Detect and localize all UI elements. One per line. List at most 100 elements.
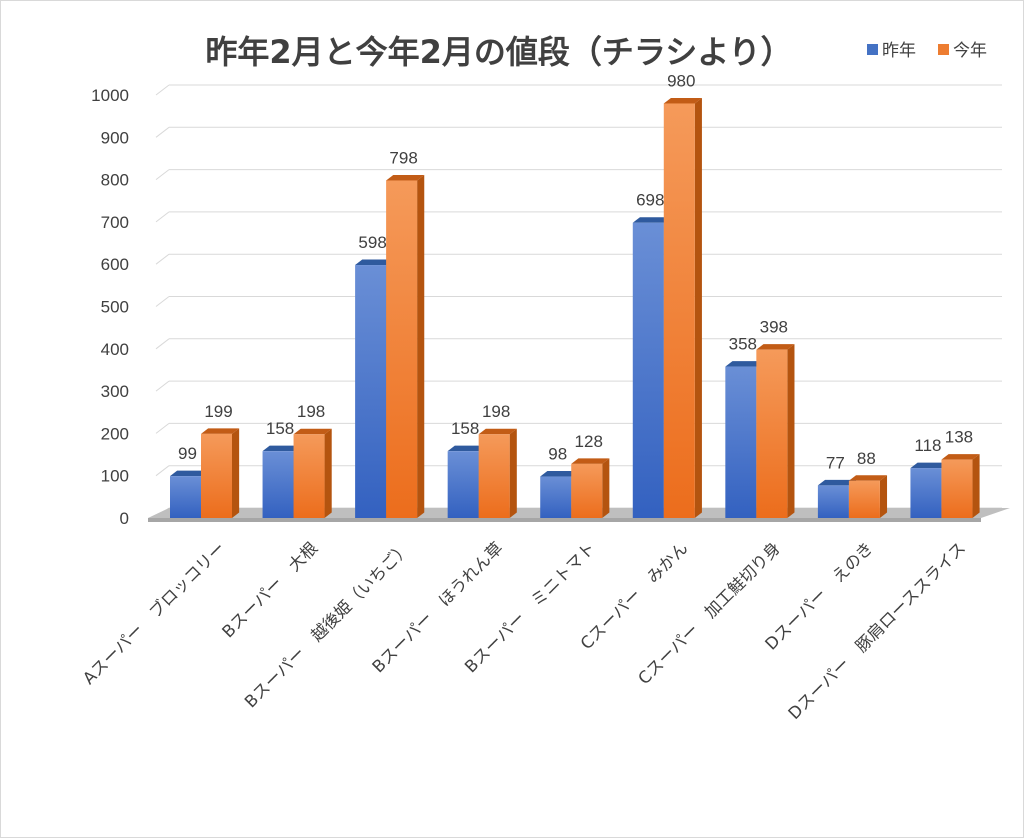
gridline-diag	[155, 253, 170, 265]
data-label: 77	[826, 453, 845, 472]
category-label: Bスーパー 越後姫（いちご）	[241, 538, 414, 711]
y-tick-label: 300	[101, 382, 129, 401]
bar-top	[571, 458, 610, 464]
bar-side	[324, 428, 332, 518]
gridline-diag	[155, 423, 170, 434]
bar-top	[756, 344, 795, 350]
bar-side	[232, 428, 240, 518]
bar-side	[879, 475, 888, 518]
y-tick-label: 500	[101, 298, 129, 317]
bar-front	[478, 434, 510, 518]
bar-top	[355, 259, 394, 266]
data-label: 158	[266, 419, 294, 438]
bar-front	[817, 485, 849, 518]
y-axis-tick-labels: 0 100 200 300 400 500 600 700 800 900 1000	[91, 86, 129, 528]
bar-side	[787, 344, 795, 518]
bar-front	[170, 476, 201, 518]
bar-top	[725, 361, 764, 367]
bar-front	[201, 433, 232, 518]
data-label: 798	[389, 148, 417, 167]
gridline-diag	[155, 84, 170, 96]
data-label: 118	[914, 436, 941, 455]
bar-side	[694, 97, 702, 519]
data-label: 128	[575, 432, 603, 451]
bar-1-0	[201, 428, 240, 518]
legend-label: 今年	[953, 41, 987, 61]
data-label: 98	[548, 445, 567, 464]
bar-1-5	[663, 97, 702, 519]
bar-front	[262, 451, 294, 518]
bar-front	[910, 468, 942, 518]
bar-top	[848, 475, 888, 481]
bar-1-7	[848, 475, 888, 518]
bar-top	[447, 445, 486, 452]
bar-front	[941, 459, 973, 518]
gridline-diag	[155, 380, 170, 392]
bar-top	[941, 454, 980, 460]
bar-top	[170, 470, 209, 477]
bar-top	[910, 462, 949, 469]
bar-top	[663, 97, 702, 104]
y-tick-label: 800	[101, 171, 129, 190]
gridline-diag	[155, 296, 170, 307]
bar-front	[756, 349, 788, 518]
bar-front	[848, 480, 880, 518]
data-label: 598	[358, 233, 386, 252]
legend-swatch	[938, 44, 949, 55]
data-label: 198	[297, 402, 325, 421]
legend-swatch	[867, 44, 878, 55]
bar-top	[386, 174, 425, 181]
data-label: 88	[857, 449, 876, 468]
bar-front	[725, 366, 757, 518]
bar-front	[571, 463, 603, 518]
data-label: 398	[760, 318, 788, 337]
bar-front	[293, 434, 325, 518]
bar-top	[293, 428, 332, 435]
bar-front	[386, 180, 418, 519]
bar-front	[540, 476, 572, 518]
data-labels: 9919915819859879815819898128698980358398…	[178, 71, 973, 472]
bar-top	[478, 428, 517, 435]
bar-1-1	[293, 428, 332, 518]
bar-top	[632, 217, 671, 223]
data-label: 138	[945, 428, 973, 447]
y-tick-label: 0	[120, 509, 129, 528]
gridline-diag	[155, 211, 170, 223]
legend-item: 昨年	[867, 41, 916, 61]
bars	[170, 97, 980, 519]
gridline-diag	[155, 465, 170, 477]
data-label: 358	[729, 335, 757, 354]
bar-front	[632, 222, 664, 518]
data-label: 158	[451, 419, 479, 438]
gridline-diag	[155, 169, 170, 180]
bar-1-8	[941, 454, 980, 518]
bar-1-4	[571, 458, 610, 518]
y-tick-label: 1000	[91, 86, 129, 105]
legend: 昨年 今年	[867, 41, 987, 61]
bar-side	[602, 458, 610, 518]
bar-1-2	[386, 174, 425, 519]
gridlines	[155, 84, 1002, 519]
category-label: Aスーパー ブロッコリー	[78, 538, 228, 688]
data-label: 99	[178, 444, 197, 463]
bar-top	[540, 471, 579, 477]
y-tick-label: 400	[101, 340, 129, 359]
bar-1-3	[478, 428, 517, 518]
y-tick-label: 100	[101, 467, 129, 486]
bar-side	[417, 174, 425, 519]
bar-front	[663, 103, 695, 519]
legend-item: 今年	[938, 41, 987, 61]
y-tick-label: 200	[101, 424, 129, 443]
bar-top	[817, 479, 857, 486]
bar-side	[972, 454, 980, 518]
gridline-diag	[155, 126, 170, 138]
y-tick-label: 900	[101, 128, 129, 147]
gridline-diag	[155, 338, 170, 350]
chart-title: 昨年2月と今年2月の値段（チラシより）	[205, 33, 792, 71]
bar-front	[447, 451, 479, 518]
y-tick-label: 600	[101, 255, 129, 274]
bar-top	[201, 428, 240, 434]
